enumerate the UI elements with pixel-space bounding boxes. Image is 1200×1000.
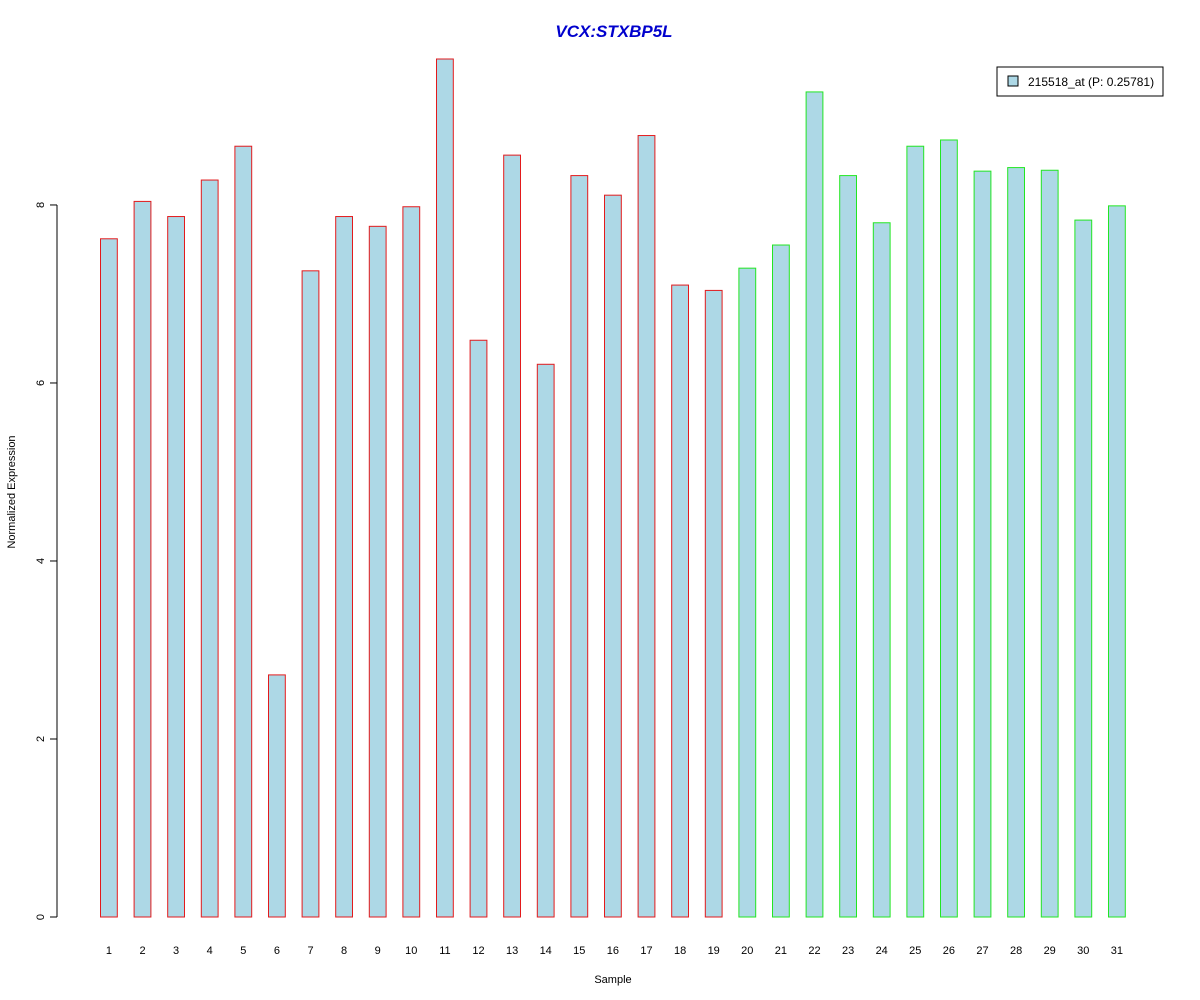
x-tick-label: 6 <box>274 945 280 957</box>
x-tick-label: 27 <box>976 945 988 957</box>
legend-swatch <box>1007 75 1019 87</box>
x-tick-label: 7 <box>307 945 313 957</box>
x-tick-label: 29 <box>1044 945 1056 957</box>
bar-sample-11 <box>436 58 454 918</box>
y-tick-label: 6 <box>35 380 47 386</box>
bar-sample-18 <box>671 284 690 918</box>
bar-sample-20 <box>738 267 757 918</box>
x-tick-label: 22 <box>808 945 820 957</box>
y-axis: 0 2 4 6 8 <box>35 202 58 920</box>
x-tick-label: 21 <box>775 945 787 957</box>
bar-sample-13 <box>503 154 522 918</box>
x-tick-label: 2 <box>139 945 145 957</box>
y-axis-label: Normalized Expression <box>6 435 18 548</box>
bar-sample-25 <box>906 145 925 918</box>
y-tick-label: 2 <box>35 736 47 742</box>
y-tick-label: 0 <box>35 914 47 920</box>
bar-sample-19 <box>704 289 723 918</box>
x-tick-label: 12 <box>472 945 484 957</box>
x-tick-label: 26 <box>943 945 955 957</box>
bar-sample-21 <box>772 244 790 918</box>
bar-sample-7 <box>301 270 320 918</box>
x-tick-label: 4 <box>207 945 213 957</box>
bar-sample-3 <box>167 216 185 918</box>
x-tick-label: 1 <box>106 945 112 957</box>
bar-sample-28 <box>1007 167 1026 918</box>
x-tick-label: 25 <box>909 945 921 957</box>
x-tick-label: 20 <box>741 945 753 957</box>
x-tick-label: 31 <box>1111 945 1123 957</box>
bar-sample-4 <box>200 179 219 918</box>
x-tick-label: 11 <box>439 945 450 957</box>
x-tick-label: 13 <box>506 945 518 957</box>
x-tick-label: 16 <box>607 945 619 957</box>
y-tick-label: 4 <box>35 558 47 564</box>
bar-sample-22 <box>805 91 824 918</box>
x-tick-labels: 1 2 3 4 5 6 7 8 9 10 11 12 13 14 15 16 17 18 19 20 21 22 23 24 2… <box>106 945 1123 957</box>
bars-group <box>100 58 1126 918</box>
x-tick-label: 28 <box>1010 945 1022 957</box>
bar-sample-16 <box>604 194 622 918</box>
bar-sample-24 <box>872 222 891 918</box>
bar-sample-2 <box>133 200 152 918</box>
chart-title: VCX:STXBP5L <box>555 22 672 41</box>
bar-sample-26 <box>940 139 958 918</box>
x-tick-label: 3 <box>173 945 179 957</box>
bar-sample-27 <box>973 170 992 918</box>
x-tick-label: 18 <box>674 945 686 957</box>
legend-label: 215518_at (P: 0.25781) <box>1028 75 1154 89</box>
legend: 215518_at (P: 0.25781) <box>996 66 1164 97</box>
x-tick-label: 14 <box>540 945 552 957</box>
bar-sample-8 <box>335 216 354 918</box>
x-tick-label: 23 <box>842 945 854 957</box>
x-tick-label: 17 <box>640 945 652 957</box>
bar-sample-31 <box>1108 205 1126 918</box>
y-tick-label: 8 <box>35 202 47 208</box>
legend-box <box>996 66 1164 97</box>
x-tick-label: 30 <box>1077 945 1089 957</box>
x-tick-label: 9 <box>375 945 381 957</box>
bar-sample-6 <box>268 674 286 918</box>
bar-sample-10 <box>402 206 421 918</box>
bar-sample-29 <box>1040 169 1059 918</box>
bar-sample-1 <box>100 238 118 918</box>
x-tick-label: 8 <box>341 945 347 957</box>
x-tick-label: 5 <box>240 945 246 957</box>
bar-sample-9 <box>368 225 387 918</box>
bar-sample-12 <box>469 339 488 918</box>
x-tick-label: 15 <box>573 945 585 957</box>
bar-sample-17 <box>637 135 656 918</box>
bar-sample-23 <box>839 175 858 918</box>
bar-sample-14 <box>536 363 555 918</box>
bar-sample-15 <box>570 175 589 918</box>
x-tick-label: 10 <box>405 945 417 957</box>
bar-sample-5 <box>234 145 253 918</box>
x-axis-label: Sample <box>594 974 631 986</box>
bar-sample-30 <box>1074 219 1093 918</box>
x-tick-label: 24 <box>876 945 888 957</box>
x-tick-label: 19 <box>708 945 720 957</box>
